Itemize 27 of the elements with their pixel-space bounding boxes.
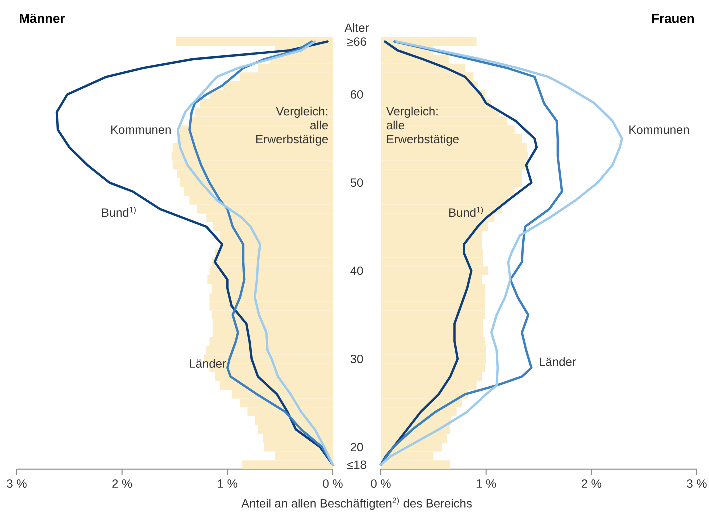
x-axis-title: Anteil an allen Beschäftigten$^{2)}$ des Bereichs [242,498,472,510]
x-tick-label: 2 % [112,480,132,488]
y-tick-label: ≥66 [347,38,366,46]
x-tick-label: 3 % [687,480,707,488]
y-tick-label: 40 [350,266,364,276]
series-label: Länder [540,357,576,366]
series-label: Vergleich: alle Erwerbstätige [386,106,459,146]
y-tick-label: 50 [350,178,364,188]
series-label: Länder [190,359,226,368]
series-label: Vergleich: alle Erwerbstätige [256,106,328,146]
x-tick-label: 2 % [582,480,602,488]
y-tick-label: 60 [350,90,364,99]
chart-title: Frauen [652,14,694,24]
x-tick-label: 0 % [323,480,343,488]
y-tick-label: 30 [350,354,364,364]
x-tick-label: 3 % [7,480,27,488]
x-tick-label: 0 % [371,480,391,488]
y-tick-label: ≤18 [347,460,366,470]
x-tick-label: 1 % [476,480,496,488]
series-label: Bund$^{1)}$ [102,206,136,218]
y-tick-label: 20 [350,443,364,452]
series-label: Bund$^{1)}$ [450,206,484,218]
x-tick-label: 1 % [218,480,238,488]
chart-title: Männer [20,14,66,24]
series-label: Kommunen [112,126,171,134]
y-axis-title: Alter [344,23,370,32]
series-label: Kommunen [630,126,690,134]
